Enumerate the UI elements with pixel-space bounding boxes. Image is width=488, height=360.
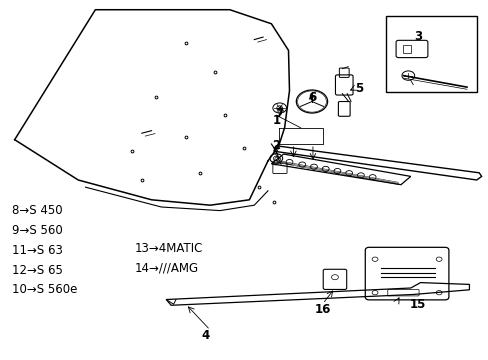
Text: 2: 2 [272,139,280,152]
Text: 11→S 63: 11→S 63 [12,244,63,257]
Text: 3: 3 [413,30,421,42]
Bar [403,45,410,53]
Text: 8→S 450: 8→S 450 [12,204,63,217]
Text: 5: 5 [355,82,363,95]
Text: 13→4MATIC: 13→4MATIC [134,242,203,255]
Text: 14→///AMG: 14→///AMG [134,262,198,275]
Text: 16: 16 [314,303,330,316]
Text: 7: 7 [275,107,283,120]
Text: 15: 15 [409,298,426,311]
Text: 6: 6 [307,91,315,104]
Text: 10→S 560e: 10→S 560e [12,283,78,296]
Text: 4: 4 [201,329,209,342]
Text: 9→S 560: 9→S 560 [12,224,63,237]
Text: 1: 1 [272,114,280,127]
Text: 12→S 65: 12→S 65 [12,264,63,276]
Bar [386,16,476,92]
